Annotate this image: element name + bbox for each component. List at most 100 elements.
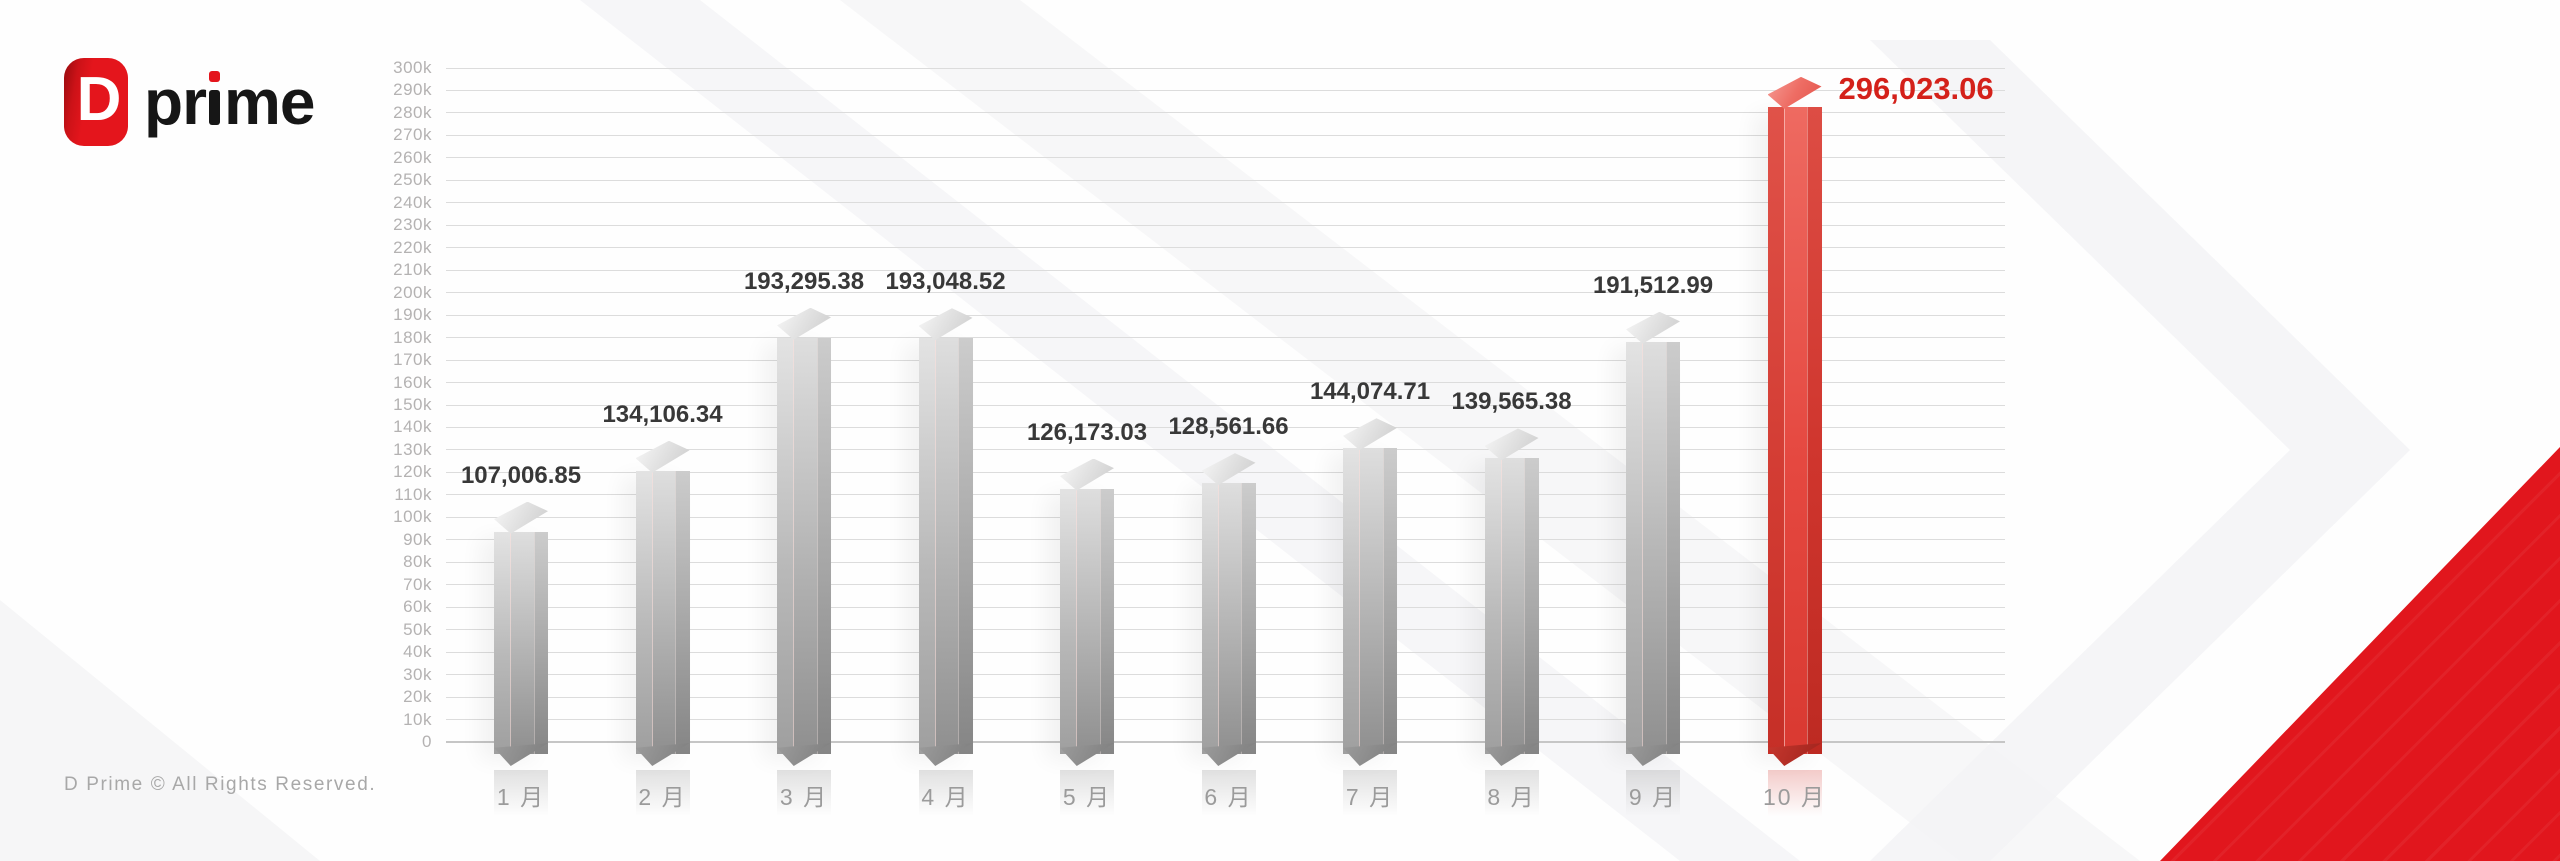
y-axis-tick-label: 170k: [393, 350, 432, 370]
bar-face-r: [1524, 458, 1539, 754]
bar-face-l: [1060, 488, 1077, 754]
y-axis-tick-label: 140k: [393, 417, 432, 437]
bar-value-label: 144,074.71: [1309, 378, 1431, 406]
gridline: [446, 314, 2005, 316]
bar-face-m: [1217, 483, 1242, 754]
bar-9月: [1626, 0, 1680, 861]
bar-top-face: [1201, 453, 1256, 486]
x-axis-category-label: 1 月: [496, 784, 546, 810]
y-axis-tick-label: 290k: [393, 80, 432, 100]
y-axis-tick-label: 110k: [394, 484, 432, 504]
logo-i-stem: [209, 90, 220, 125]
bar-reflection: [777, 770, 831, 828]
y-axis-tick-label: 200k: [393, 282, 432, 302]
bar-body: [1626, 341, 1680, 754]
bar-value-label: 128,561.66: [1168, 413, 1289, 441]
logo-text-pre: pr: [144, 66, 207, 138]
bar-face-r: [1241, 483, 1256, 754]
y-axis-tick-label: 90k: [403, 529, 432, 549]
y-axis-tick-label: 150k: [393, 395, 432, 414]
bar-face-r: [816, 337, 831, 754]
x-axis-category-label: 5 月: [1062, 784, 1112, 810]
y-axis-tick-label: 60k: [403, 597, 432, 617]
dprime-logo-icon: D: [64, 58, 128, 146]
bar-value-label: 134,106.34: [602, 400, 723, 428]
bar-7月: [1343, 0, 1397, 861]
x-axis-category-label: 8 月: [1487, 784, 1536, 810]
bar-face-m: [651, 470, 676, 754]
bar-body: [635, 470, 690, 754]
bar-face-m: [1076, 488, 1100, 754]
y-axis-tick-label: 10k: [403, 709, 432, 729]
gridline: [446, 404, 2005, 406]
bar-face-l: [1343, 448, 1360, 754]
y-axis-tick-label: 100k: [393, 507, 432, 527]
y-axis-tick-label: 270k: [393, 125, 432, 145]
bar-face-m: [1500, 458, 1525, 754]
gridline: [446, 112, 2005, 114]
y-axis-tick-label: 210k: [393, 260, 432, 280]
bar-value-label: 126,173.03: [1026, 418, 1148, 446]
bar-top-face: [1060, 458, 1114, 491]
bar-face-l: [635, 470, 652, 754]
y-axis-tick-label: 240k: [393, 192, 432, 212]
gridline: [446, 449, 2005, 451]
y-axis-tick-label: 220k: [393, 237, 432, 257]
x-axis-category-label: 2 月: [638, 784, 687, 810]
bar-top-face: [1767, 76, 1822, 109]
bar-top-face: [635, 440, 690, 473]
y-axis-tick-label: 230k: [393, 215, 432, 235]
bar-face-m: [1359, 448, 1383, 754]
y-axis-tick-label: 0: [422, 732, 432, 751]
logo-letter-d: D: [76, 65, 122, 134]
logo-i-dot: [209, 71, 220, 82]
bar-1月: [494, 0, 548, 861]
bar-top-face: [777, 307, 831, 340]
bar-4月: [918, 0, 973, 861]
y-axis-tick-label: 120k: [393, 462, 432, 482]
bar-body: [1201, 483, 1256, 754]
bar-body: [1767, 106, 1822, 754]
y-axis-tick-label: 80k: [403, 552, 432, 572]
bar-face-r: [1807, 106, 1822, 754]
logo-letter-i: [209, 71, 221, 125]
bar-face-r: [1099, 488, 1114, 754]
copyright-text: D Prime © All Rights Reserved.: [64, 774, 377, 795]
bar-top-face: [918, 308, 973, 341]
gridline: [446, 89, 2005, 91]
bar-top-face: [1343, 418, 1397, 451]
bar-10月: [1767, 0, 1822, 861]
y-axis-tick-label: 130k: [393, 439, 432, 459]
gridline: [446, 337, 2005, 339]
y-axis-tick-label: 70k: [403, 574, 432, 594]
bar-2月: [635, 0, 690, 861]
x-axis-category-label: 9 月: [1628, 784, 1678, 810]
bar-face-m: [1642, 341, 1666, 754]
y-axis-tick-label: 40k: [403, 642, 432, 662]
bar-face-l: [918, 338, 935, 754]
y-axis-tick-label: 50k: [403, 619, 432, 639]
y-axis-tick-label: 20k: [403, 687, 432, 707]
bar-value-label: 193,048.52: [885, 268, 1006, 296]
y-axis-tick-label: 250k: [393, 170, 432, 190]
bar-reflection: [1201, 770, 1256, 828]
gridline: [446, 426, 2005, 428]
x-axis-category-label: 7 月: [1345, 784, 1395, 810]
gridline: [446, 157, 2005, 159]
gridline: [446, 382, 2005, 384]
bar-body: [1060, 488, 1114, 754]
bar-6月: [1201, 0, 1256, 861]
x-axis-category-label: 4 月: [921, 784, 970, 810]
bar-face-m: [793, 337, 817, 754]
bar-value-label: 139,565.38: [1451, 388, 1572, 416]
gridline: [446, 359, 2005, 361]
gridline: [446, 202, 2005, 204]
bar-body: [777, 337, 831, 754]
gridline: [446, 179, 2005, 181]
bar-top-face: [1484, 428, 1539, 461]
bar-value-label: 191,512.99: [1592, 271, 1714, 299]
bar-face-r: [1665, 341, 1680, 754]
gridline: [446, 224, 2005, 226]
